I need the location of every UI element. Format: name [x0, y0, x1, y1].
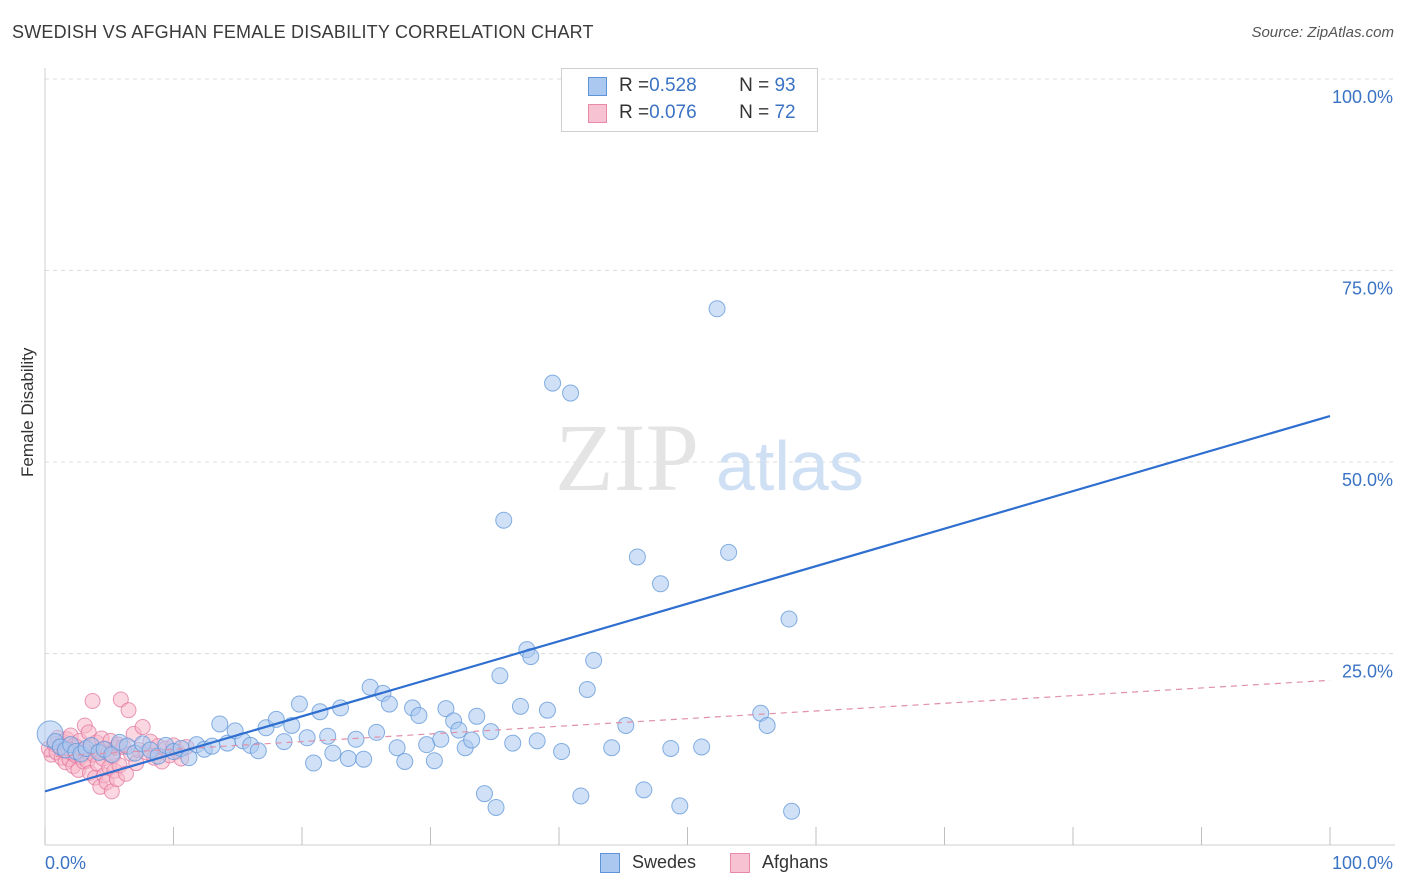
swedes-point [662, 739, 680, 757]
legend-row-swedes: R = 0.528 N = 93 [588, 75, 796, 97]
legend-label-swedes: Swedes [632, 852, 697, 872]
afghans-point [112, 691, 129, 708]
swedes-point [368, 723, 386, 741]
swedes-point [693, 738, 711, 756]
tick-labels: 25.0% 50.0% 75.0% 100.0% 0.0% 100.0% [45, 87, 1393, 873]
swedes-trend-line [44, 414, 1331, 793]
legend-swatch-afghans [730, 852, 751, 873]
x-tick-label: 0.0% [45, 853, 86, 873]
swedes-point [380, 695, 398, 713]
watermark-zip: ZIP [555, 404, 699, 511]
swedes-point [603, 739, 621, 757]
legend-item-swedes[interactable]: Swedes [600, 852, 696, 873]
legend-n-value-afghans: 72 [774, 102, 796, 123]
swedes-point [635, 781, 653, 799]
swedes-point [487, 798, 505, 816]
swedes-point [319, 727, 337, 745]
legend-swatch-swedes [600, 852, 620, 873]
correlation-legend: R = 0.528 N = 93 R = 0.076 N = 72 [561, 68, 818, 132]
legend-n-label: N = [739, 75, 775, 96]
swedes-point [511, 697, 529, 715]
swedes-point [628, 548, 646, 566]
swedes-point [780, 610, 798, 628]
swedes-point [432, 730, 450, 748]
swedes-point [305, 754, 323, 772]
grid-lines [45, 78, 1395, 654]
afghans-point [134, 719, 151, 736]
legend-r-label: R = [619, 75, 650, 96]
swedes-point [339, 749, 357, 767]
swedes-point [211, 715, 229, 733]
legend-n-label: N = [739, 102, 775, 123]
swedes-point [783, 802, 801, 820]
swedes-point [437, 700, 455, 718]
swedes-point [562, 384, 580, 402]
legend-r-value-afghans: 0.076 [649, 102, 697, 123]
swedes-point [495, 511, 513, 529]
swedes-point [410, 707, 428, 725]
legend-r-label: R = [619, 102, 650, 123]
swedes-point [347, 730, 365, 748]
afghans-point [117, 765, 134, 782]
swedes-point [450, 721, 468, 739]
y-tick-label: 75.0% [1342, 279, 1393, 299]
swedes-point [396, 753, 414, 771]
watermark-atlas: atlas [716, 427, 864, 505]
legend-item-afghans[interactable]: Afghans [730, 852, 828, 873]
swedes-point [585, 651, 603, 669]
swedes-point [418, 736, 436, 754]
swedes-point [544, 374, 562, 392]
watermark: ZIP atlas [555, 404, 864, 511]
swedes-point [720, 543, 738, 561]
afghans-trend-line [44, 679, 1331, 758]
swedes-point [504, 734, 522, 752]
y-tick-label: 25.0% [1342, 662, 1393, 682]
legend-swatch-swedes [588, 76, 607, 96]
legend-label-afghans: Afghans [762, 852, 829, 872]
chart-title: SWEDISH VS AFGHAN FEMALE DISABILITY CORR… [12, 22, 594, 42]
swedes-point [528, 732, 546, 750]
swedes-point [324, 744, 342, 762]
source-label: Source: ZipAtlas.com [1251, 24, 1394, 41]
swedes-point [298, 729, 316, 747]
legend-n-value-swedes: 93 [774, 75, 796, 96]
x-tick-label: 100.0% [1332, 853, 1393, 873]
swedes-point [425, 752, 443, 770]
swedes-point [578, 681, 596, 699]
swedes-point [290, 695, 308, 713]
series-legend: Swedes Afghans [600, 852, 862, 873]
swedes-point [475, 785, 493, 803]
swedes-point [249, 742, 267, 760]
legend-r-value-swedes: 0.528 [649, 75, 697, 96]
legend-swatch-afghans [588, 103, 607, 123]
swedes-point [275, 733, 293, 751]
swedes-point [538, 701, 556, 719]
swedes-point [758, 717, 776, 735]
trend-lines [44, 414, 1331, 793]
axes [44, 68, 1395, 846]
swedes-point [463, 731, 481, 749]
y-tick-label: 50.0% [1342, 470, 1393, 490]
swedes-point [491, 667, 509, 685]
swedes-point [482, 723, 500, 741]
y-axis-label: Female Disability [18, 347, 37, 477]
swedes-point [103, 746, 121, 764]
swedes-point [617, 717, 635, 735]
y-tick-label: 100.0% [1332, 87, 1393, 107]
swedes-point [553, 743, 571, 761]
swedes-point [355, 750, 373, 768]
legend-row-afghans: R = 0.076 N = 72 [588, 102, 796, 124]
swedes-point [468, 707, 486, 725]
swedes-point [652, 575, 670, 593]
afghans-point [84, 692, 101, 709]
swedes-point [671, 797, 689, 815]
swedes-point [572, 787, 590, 805]
swedes-point [388, 739, 406, 757]
swedes-point [708, 300, 726, 318]
afghans-point [120, 702, 137, 719]
